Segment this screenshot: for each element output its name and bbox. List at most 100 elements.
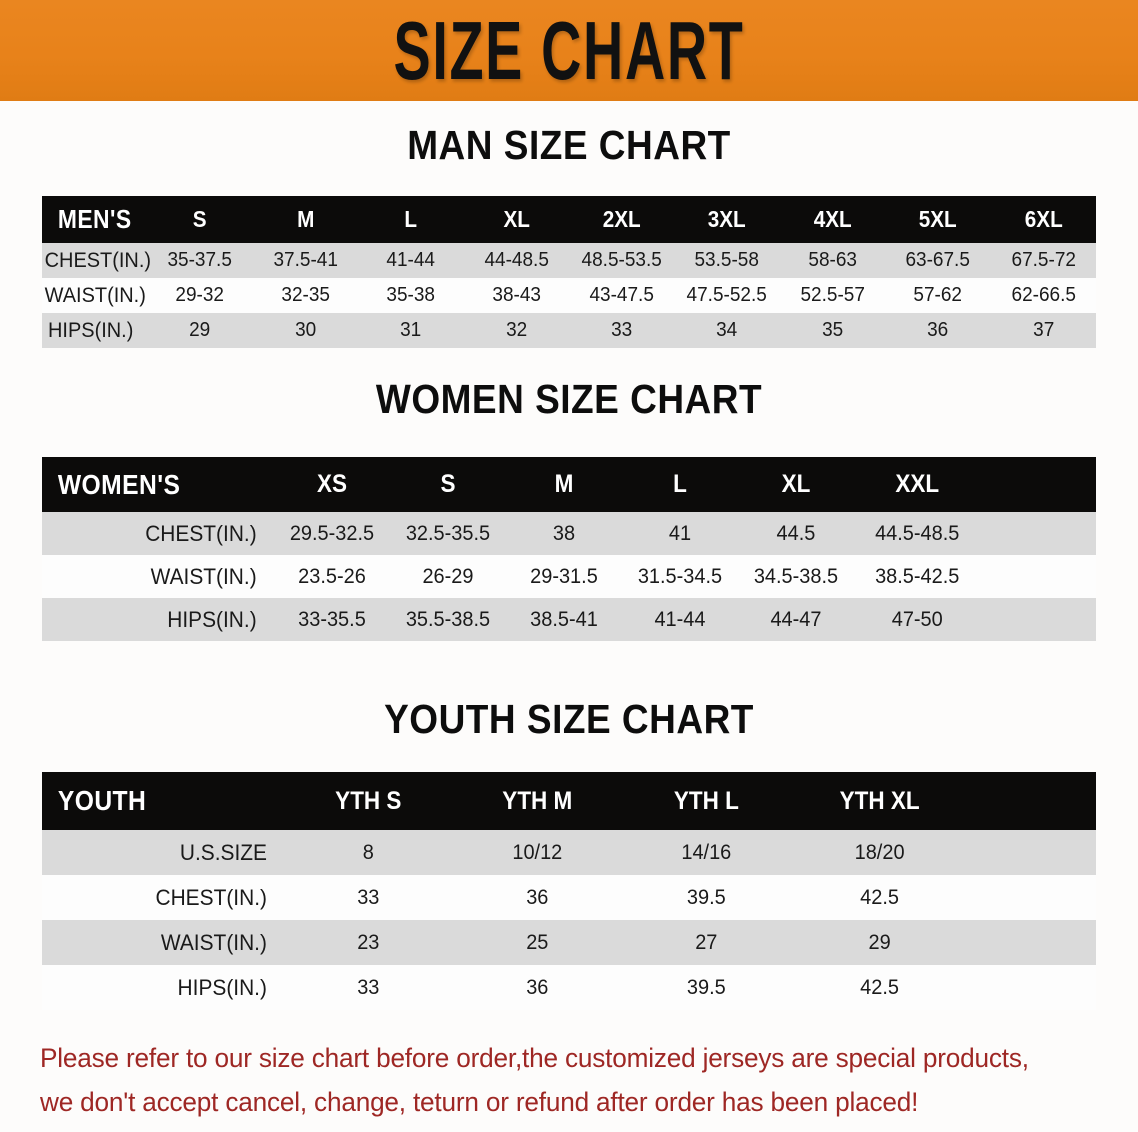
men-waist-4: 43-47.5	[589, 284, 654, 306]
women-row-label-chest: CHEST(IN.)	[145, 520, 257, 546]
men-size-table: MEN'S S M L XL 2XL 3XL 4XL 5XL 6XL CHEST…	[42, 196, 1096, 348]
youth-waist-spacer	[973, 920, 1093, 965]
men-chest-3: 44-48.5	[484, 249, 549, 271]
men-hips-7: 36	[927, 319, 949, 341]
youth-hips-spacer	[973, 965, 1093, 1010]
women-size-col-5: XXL	[894, 470, 939, 498]
men-size-col-6: 4XL	[813, 206, 852, 232]
footer-line-2: we don't accept cancel, change, teturn o…	[40, 1087, 919, 1117]
youth-waist-1: 25	[526, 930, 549, 954]
women-section-title: WOMEN SIZE CHART	[375, 376, 763, 422]
men-size-col-8: 6XL	[1024, 206, 1063, 232]
youth-row-label-waist: WAIST(IN.)	[160, 929, 267, 955]
men-hips-6: 35	[821, 319, 843, 341]
women-chest-0: 29.5-32.5	[289, 521, 374, 545]
women-chest-4: 44.5	[776, 521, 816, 545]
table-row: WAIST(IN.) 23.5-26 26-29 29-31.5 31.5-34…	[42, 555, 1096, 598]
table-header-row: YOUTH YTH S YTH M YTH L YTH XL	[42, 772, 1096, 830]
youth-section-title: YOUTH SIZE CHART	[384, 696, 754, 742]
men-hips-1: 30	[294, 319, 317, 341]
men-hips-0: 29	[189, 319, 211, 341]
men-waist-8: 62-66.5	[1011, 284, 1076, 306]
women-hips-4: 44-47	[770, 607, 822, 631]
youth-chest-1: 36	[526, 885, 549, 909]
youth-hips-2: 39.5	[686, 975, 726, 999]
women-chest-2: 38	[552, 521, 575, 545]
women-size-col-0: XS	[316, 470, 347, 498]
banner-title: SIZE CHART	[393, 4, 745, 97]
women-row-label-hips: HIPS(IN.)	[167, 606, 257, 632]
women-waist-5: 38.5-42.5	[874, 564, 959, 588]
women-hips-2: 38.5-41	[529, 607, 598, 631]
youth-size-table: YOUTH YTH S YTH M YTH L YTH XL U.S.SIZE …	[42, 772, 1096, 1010]
youth-ussize-3: 18/20	[854, 840, 905, 864]
women-hips-spacer	[983, 598, 1093, 641]
youth-row-label-chest: CHEST(IN.)	[155, 884, 267, 910]
youth-waist-0: 23	[357, 930, 380, 954]
men-size-col-7: 5XL	[918, 206, 957, 232]
youth-row-label-hips: HIPS(IN.)	[177, 974, 267, 1000]
table-row: CHEST(IN.) 29.5-32.5 32.5-35.5 38 41 44.…	[42, 512, 1096, 555]
women-size-col-4: XL	[781, 470, 810, 498]
men-size-col-3: XL	[503, 206, 530, 232]
men-chest-6: 58-63	[808, 249, 857, 271]
youth-ussize-1: 10/12	[512, 840, 563, 864]
youth-waist-3: 29	[868, 930, 891, 954]
men-chest-7: 63-67.5	[905, 249, 971, 271]
table-row: HIPS(IN.) 33 36 39.5 42.5	[42, 965, 1096, 1010]
women-waist-2: 29-31.5	[529, 564, 598, 588]
table-row: CHEST(IN.) 33 36 39.5 42.5	[42, 875, 1096, 920]
men-chest-2: 41-44	[386, 249, 436, 271]
youth-ussize-spacer	[973, 830, 1093, 875]
women-row-label-waist: WAIST(IN.)	[150, 563, 257, 589]
youth-chest-3: 42.5	[860, 885, 900, 909]
women-waist-3: 31.5-34.5	[637, 564, 722, 588]
men-hips-8: 37	[1032, 319, 1054, 341]
women-chest-3: 41	[668, 521, 691, 545]
page-banner: SIZE CHART	[0, 0, 1138, 101]
youth-header-spacer	[976, 772, 1090, 830]
men-waist-2: 35-38	[386, 284, 436, 306]
women-chest-spacer	[983, 512, 1093, 555]
men-chest-1: 37.5-41	[273, 249, 338, 271]
youth-size-col-2: YTH L	[673, 786, 739, 815]
men-waist-3: 38-43	[491, 284, 541, 306]
women-chest-5: 44.5-48.5	[874, 521, 959, 545]
table-row: HIPS(IN.) 33-35.5 35.5-38.5 38.5-41 41-4…	[42, 598, 1096, 641]
men-waist-7: 57-62	[913, 284, 963, 306]
man-section-title: MAN SIZE CHART	[407, 122, 731, 168]
women-size-table: WOMEN'S XS S M L XL XXL CHEST(IN.) 29.5-…	[42, 457, 1096, 641]
men-waist-1: 32-35	[281, 284, 330, 306]
women-waist-0: 23.5-26	[298, 564, 366, 588]
men-waist-0: 29-32	[175, 284, 225, 306]
women-size-col-3: L	[672, 470, 687, 498]
women-header-label: WOMEN'S	[57, 468, 181, 500]
men-hips-5: 34	[716, 319, 738, 341]
men-size-col-0: S	[193, 206, 207, 232]
men-waist-5: 47.5-52.5	[686, 284, 768, 306]
table-header-row: WOMEN'S XS S M L XL XXL	[42, 457, 1096, 512]
women-header-spacer	[986, 457, 1090, 512]
men-row-label-waist: WAIST(IN.)	[44, 283, 146, 307]
men-size-col-4: 2XL	[602, 206, 641, 232]
men-hips-4: 33	[611, 319, 633, 341]
women-size-col-1: S	[440, 470, 456, 498]
youth-hips-3: 42.5	[860, 975, 900, 999]
men-chest-0: 35-37.5	[167, 249, 233, 271]
youth-row-label-ussize: U.S.SIZE	[179, 839, 267, 865]
women-hips-5: 47-50	[891, 607, 943, 631]
women-size-col-2: M	[554, 470, 574, 498]
men-size-col-5: 3XL	[708, 206, 747, 232]
youth-hips-0: 33	[357, 975, 380, 999]
youth-hips-1: 36	[526, 975, 549, 999]
table-header-row: MEN'S S M L XL 2XL 3XL 4XL 5XL 6XL	[42, 196, 1096, 243]
youth-chest-0: 33	[357, 885, 380, 909]
women-waist-spacer	[983, 555, 1093, 598]
men-hips-3: 32	[505, 319, 527, 341]
women-hips-3: 41-44	[654, 607, 706, 631]
youth-chest-2: 39.5	[686, 885, 726, 909]
youth-header-label: YOUTH	[57, 785, 147, 816]
youth-ussize-0: 8	[363, 840, 375, 864]
men-header-label: MEN'S	[57, 204, 132, 234]
